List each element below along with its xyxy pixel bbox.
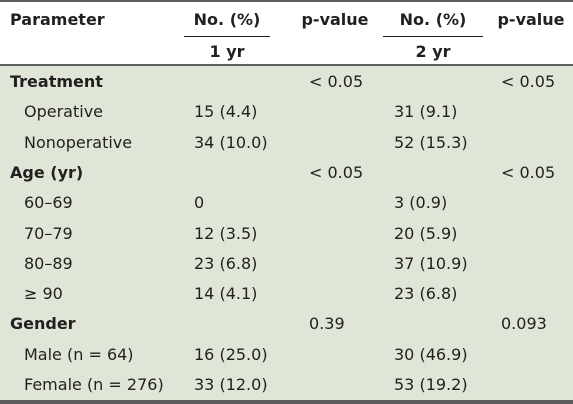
row-pvalue-2yr: 0.093 [501, 314, 547, 333]
row-value-1yr: 34 (10.0) [194, 133, 268, 152]
row-value-1yr: 23 (6.8) [194, 254, 258, 273]
row-label: Female (n = 276) [24, 375, 164, 394]
row-value-2yr: 23 (6.8) [394, 284, 458, 303]
table-body [0, 66, 573, 400]
row-value-2yr: 52 (15.3) [394, 133, 468, 152]
row-section-label: Gender [10, 314, 76, 333]
row-label: Nonoperative [24, 133, 133, 152]
row-section-label: Treatment [10, 72, 103, 91]
row-label: 70–79 [24, 224, 73, 243]
row-value-2yr: 37 (10.9) [394, 254, 468, 273]
row-value-2yr: 53 (19.2) [394, 375, 468, 394]
row-label: Operative [24, 102, 104, 121]
row-value-1yr: 14 (4.1) [194, 284, 258, 303]
row-label: 80–89 [24, 254, 73, 273]
row-pvalue-1yr: 0.39 [309, 314, 345, 333]
header-sub-2yr: 2 yr [415, 42, 451, 61]
header-underline-1yr [184, 36, 270, 37]
row-pvalue-1yr: < 0.05 [309, 72, 364, 91]
row-label: ≥ 90 [24, 284, 63, 303]
header-underline-2yr [383, 36, 483, 37]
row-pvalue-2yr: < 0.05 [501, 163, 556, 182]
header-pvalue-2yr: p-value [497, 10, 565, 29]
header-pvalue-1yr: p-value [301, 10, 369, 29]
header-no-pct-1yr: No. (%) [193, 10, 261, 29]
row-value-1yr: 16 (25.0) [194, 345, 268, 364]
header-sub-1yr: 1 yr [209, 42, 245, 61]
table-header: Parameter No. (%) p-value No. (%) p-valu… [0, 0, 573, 64]
header-parameter: Parameter [10, 10, 105, 29]
row-section-label: Age (yr) [10, 163, 84, 182]
row-value-2yr: 20 (5.9) [394, 224, 458, 243]
row-pvalue-1yr: < 0.05 [309, 163, 364, 182]
row-label: Male (n = 64) [24, 345, 134, 364]
row-label: 60–69 [24, 193, 73, 212]
header-rule [0, 64, 573, 66]
row-value-1yr: 15 (4.4) [194, 102, 258, 121]
row-value-2yr: 31 (9.1) [394, 102, 458, 121]
row-value-1yr: 33 (12.0) [194, 375, 268, 394]
row-value-1yr: 0 [194, 193, 205, 212]
row-value-1yr: 12 (3.5) [194, 224, 258, 243]
header-no-pct-2yr: No. (%) [399, 10, 467, 29]
row-value-2yr: 3 (0.9) [394, 193, 448, 212]
footer-rule [0, 400, 573, 404]
row-value-2yr: 30 (46.9) [394, 345, 468, 364]
row-pvalue-2yr: < 0.05 [501, 72, 556, 91]
